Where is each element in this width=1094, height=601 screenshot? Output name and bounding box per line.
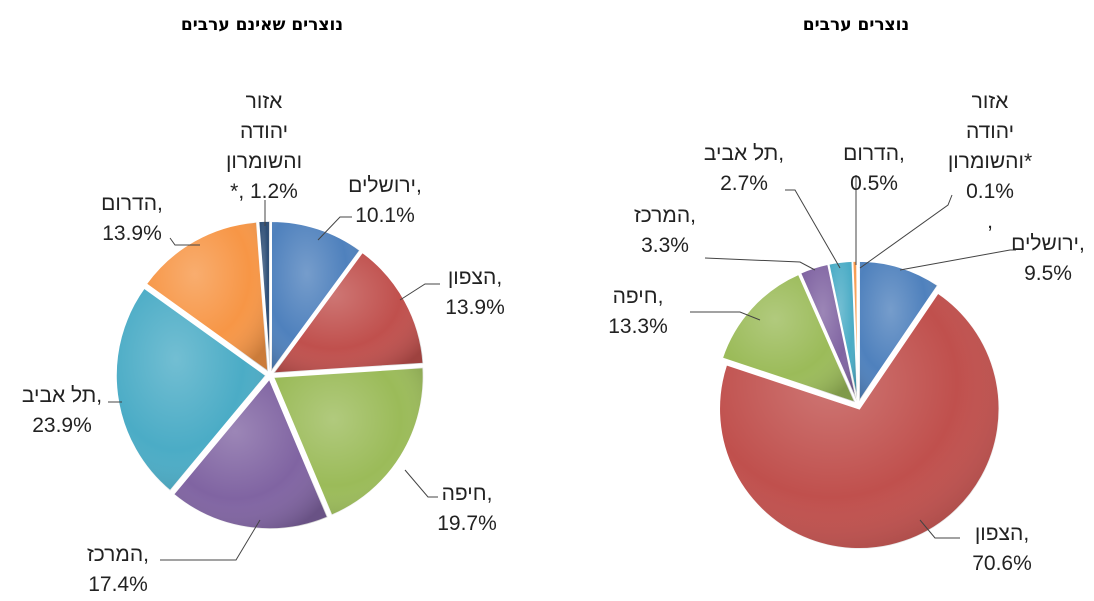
slice-label-3: המרכז, 17.4%: [87, 543, 149, 596]
leader-line-1: [919, 519, 960, 539]
slice-shine-3: [800, 264, 857, 402]
slice-label-0: ירושלים, 10.1%: [348, 174, 422, 227]
slice-label-5: הדרום, 13.9%: [101, 192, 163, 245]
slice-shine-3: [173, 378, 328, 529]
slice-shine-1: [273, 252, 424, 374]
slice-label-2: חיפה, 13.3%: [608, 285, 668, 338]
leader-line-3: [160, 519, 261, 561]
slice-shine-2: [273, 367, 424, 516]
leader-line-6: [859, 194, 953, 269]
slice-shine-0: [271, 221, 361, 372]
slice-label-2: חיפה, 19.7%: [437, 482, 497, 535]
leader-line-3: [704, 257, 816, 271]
leader-line-2: [404, 469, 438, 498]
slice-shine-4: [116, 287, 267, 491]
slice-shine-0: [859, 261, 938, 402]
slice-label-1: הצפון, 70.6%: [972, 522, 1032, 575]
slice-label-4: תל אביב, 2.7%: [704, 142, 784, 195]
slice-shine-6: [857, 261, 858, 402]
slice-label-6: אזור יהודה והשומרון* 0.1%,: [948, 90, 1032, 233]
slice-label-4: תל אביב, 23.9%: [22, 384, 102, 437]
chart-title-right: נוצרים ערבים: [803, 15, 909, 35]
pie-right: ירושלים, 9.5% הצפון, 70.6% חיפה, 13.3% המרכז, 3…: [608, 90, 1085, 575]
pie-left: ירושלים, 10.1% הצפון, 13.9% חיפה, 19.7% המרכז,…: [22, 90, 505, 596]
slice-label-0: ירושלים, 9.5%: [1011, 232, 1085, 285]
slice-label-3: המרכז, 3.3%: [634, 204, 696, 257]
leader-line-0: [899, 249, 1016, 271]
slice-shine-6: [258, 221, 270, 372]
slice-label-6: אזור יהודה והשומרון *, 1.2%: [226, 90, 302, 203]
leader-line-4: [785, 189, 841, 269]
slice-shine-1: [719, 292, 1000, 549]
slice-shine-2: [722, 274, 856, 403]
leader-line-0: [317, 216, 352, 241]
slice-shine-4: [828, 261, 858, 402]
slice-shine-5: [146, 221, 269, 372]
leader-line-2: [690, 311, 761, 321]
leader-line-1: [399, 283, 440, 301]
chart-title-left: נוצרים שאינם ערבים: [181, 15, 343, 35]
slice-label-5: הדרום, 0.5%: [843, 142, 905, 195]
leader-line-5: [169, 237, 200, 246]
slice-label-1: הצפון, 13.9%: [445, 266, 505, 319]
